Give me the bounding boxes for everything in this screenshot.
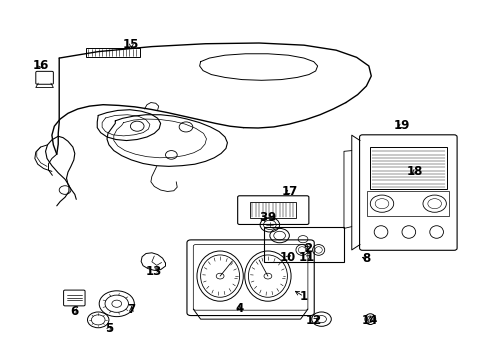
Text: 15: 15	[123, 38, 139, 51]
Text: 14: 14	[362, 314, 378, 327]
Text: 7: 7	[127, 303, 135, 316]
Text: 19: 19	[392, 119, 409, 132]
Text: 16: 16	[32, 59, 49, 72]
Text: 18: 18	[406, 165, 423, 177]
Bar	[86, 48, 140, 57]
Text: 4: 4	[235, 302, 243, 315]
Text: 13: 13	[146, 265, 162, 278]
Text: 10: 10	[279, 251, 295, 264]
Text: 5: 5	[104, 322, 113, 335]
Text: 12: 12	[305, 314, 321, 327]
Bar	[366, 192, 448, 216]
Text: 11: 11	[298, 251, 314, 264]
Text: 2: 2	[303, 242, 311, 255]
Bar	[369, 147, 446, 189]
Text: 3: 3	[259, 211, 266, 224]
Text: 6: 6	[71, 305, 79, 318]
Bar	[264, 227, 344, 262]
Bar	[250, 202, 296, 218]
Text: 1: 1	[299, 290, 307, 303]
Text: 17: 17	[281, 185, 297, 198]
Text: 8: 8	[362, 252, 370, 265]
Text: 9: 9	[266, 211, 275, 224]
